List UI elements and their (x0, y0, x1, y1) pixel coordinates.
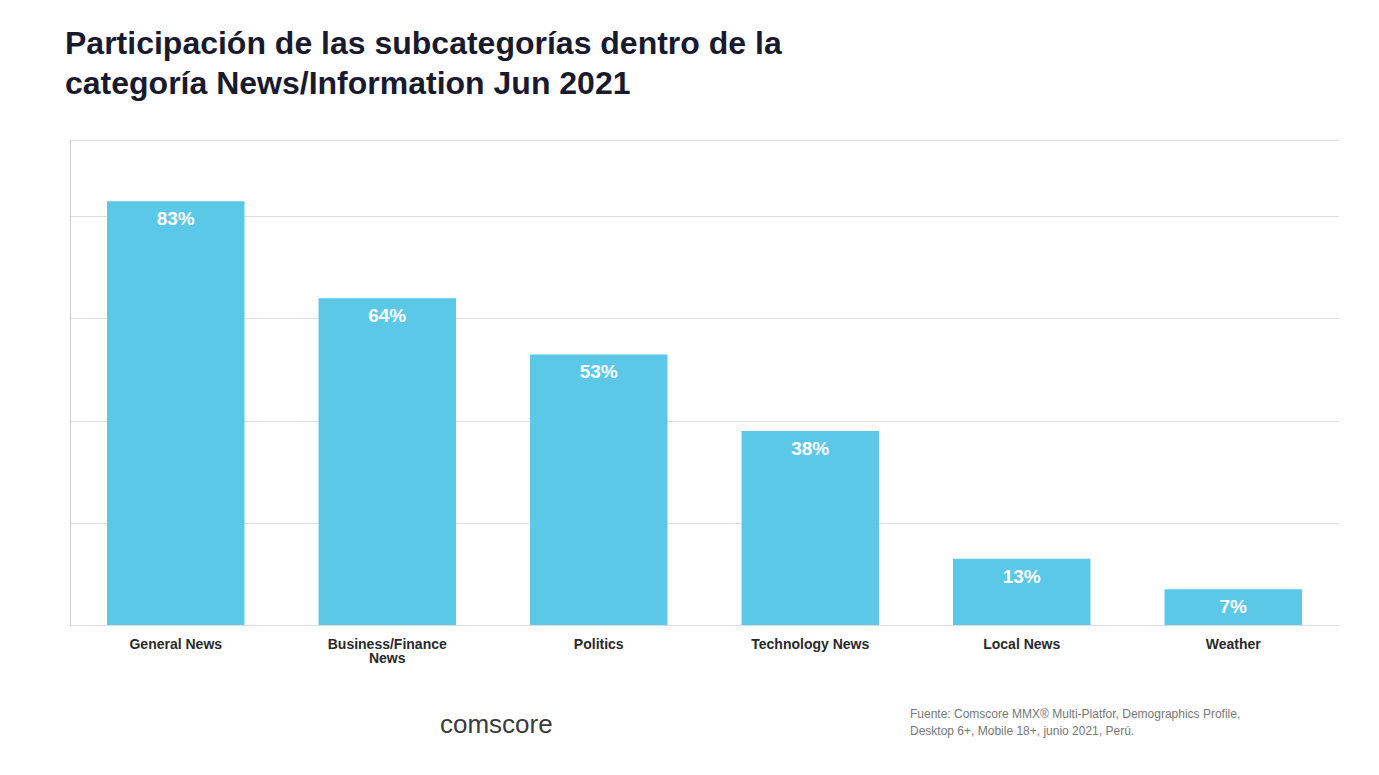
svg-text:Business/Finance: Business/Finance (327, 636, 447, 652)
svg-text:Participación de las subcatego: Participación de las subcategorías dentr… (65, 25, 782, 61)
svg-text:83%: 83% (157, 208, 195, 229)
svg-text:Technology News: Technology News (751, 636, 869, 652)
svg-text:7%: 7% (1220, 596, 1248, 617)
svg-text:Desktop 6+, Mobile 18+, junio: Desktop 6+, Mobile 18+, junio 2021, Perú… (910, 724, 1134, 738)
svg-text:General News: General News (129, 636, 222, 652)
svg-text:categoría News/Information Jun: categoría News/Information Jun 2021 (65, 65, 631, 101)
svg-text:Politics: Politics (574, 636, 624, 652)
svg-text:Fuente: Comscore MMX® Multi-Pl: Fuente: Comscore MMX® Multi-Platfor, Dem… (910, 707, 1240, 721)
svg-text:Weather: Weather (1206, 636, 1262, 652)
svg-text:News: News (369, 650, 406, 666)
svg-text:38%: 38% (791, 438, 829, 459)
svg-text:13%: 13% (1003, 566, 1041, 587)
svg-text:Local News: Local News (983, 636, 1060, 652)
svg-text:53%: 53% (580, 361, 618, 382)
svg-text:comscore: comscore (440, 709, 553, 739)
svg-text:64%: 64% (368, 305, 406, 326)
